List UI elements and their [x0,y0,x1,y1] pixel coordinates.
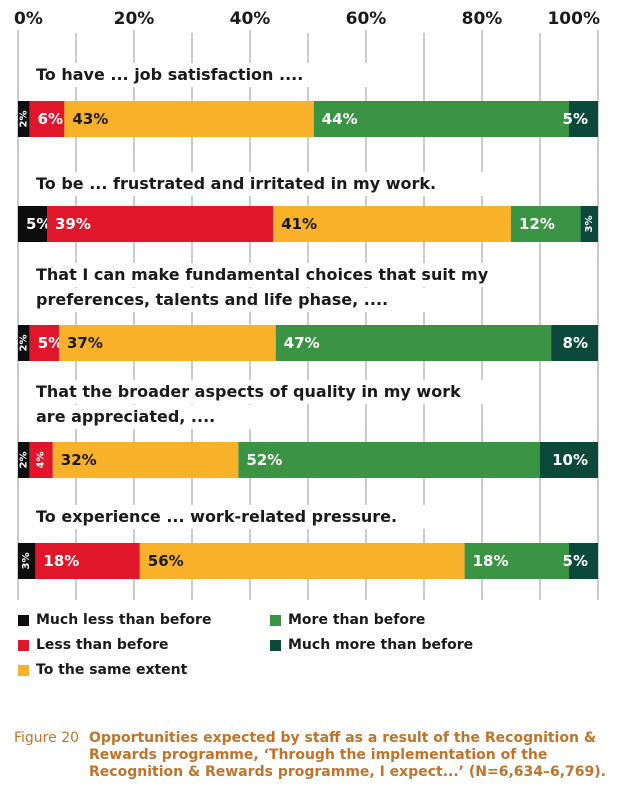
bar-data-label: 3% [21,553,32,570]
bar-segment [569,101,598,137]
bar-data-label: 47% [284,334,320,352]
legend-item-much-more: Much more than before [270,637,473,653]
question-label: To be ... frustrated and irritated in my… [36,174,436,193]
bar-segment [580,206,598,242]
question-label-background [28,172,514,196]
bar-segment [29,442,53,478]
bar-data-label: 52% [246,451,282,469]
x-tick-label: 60% [346,9,387,29]
question-labels: To have ... job satisfaction .... To be .… [28,63,534,529]
bar-segment [511,206,581,242]
legend-swatch-same [18,664,29,676]
bar-data-label: 5% [563,110,588,128]
bar-data-label: 5% [38,334,63,352]
bar-segment [275,325,552,361]
bar-data-label: 56% [148,552,184,570]
bar-segment [59,325,276,361]
bar-data-label: 8% [563,334,588,352]
bar-data-label: 39% [55,215,91,233]
bar-data-label: 2% [18,335,29,352]
question-label-background [28,263,534,287]
question-label-background [28,505,452,529]
x-tick-label: 0% [14,9,43,29]
bar-segment [551,325,598,361]
x-tick-label: 80% [462,9,503,29]
legend-swatch-much-less [18,614,29,626]
bar-segment [139,543,465,579]
bar-segment [464,543,569,579]
question-label-background [28,63,381,87]
bar-data-label: 18% [473,552,509,570]
bar-data-label: 43% [72,110,108,128]
bar-segment [29,325,60,361]
bar-data-label: 4% [36,452,47,469]
legend-item-much-less: Much less than before [18,612,211,628]
bar-segment [18,325,30,361]
bar-data-label: 41% [281,215,317,233]
figure-number: Figure 20 [14,730,80,746]
bar-data-label: 37% [67,334,103,352]
legend-item-same: To the same extent [18,662,187,678]
bar-segment [238,442,540,478]
legend-item-less: Less than before [18,637,169,653]
bar-segment [52,442,239,478]
bars: 2% 6% 43% 44% 5%5% 39% 41% 12% 3%2% 5% 37% 47% 8%2% 4… [18,101,598,579]
question-label: To have ... job satisfaction .... [36,65,303,84]
legend-label-much-less: Much less than before [36,612,212,628]
bar-data-label: 10% [552,451,588,469]
legend-swatch-more [270,614,281,626]
bar-segment [47,206,274,242]
bar-segment [35,543,140,579]
legend-swatch-much-more [270,639,281,651]
x-tick-label: 100% [547,9,600,29]
legend-label-less: Less than before [36,637,169,653]
legend-swatch-less [18,639,29,651]
question-label: To experience ... work-related pressure. [36,507,397,526]
bar-segment [540,442,598,478]
question-label: are appreciated, .... [36,407,215,426]
bar-data-label: 3% [584,216,595,233]
bar-data-label: 44% [322,110,358,128]
question-label: That the broader aspects of quality in m… [36,382,461,401]
bar-segment [569,543,598,579]
bar-segment [18,543,36,579]
figure-caption-text: Opportunities expected by staff as a res… [89,730,606,780]
bar-data-label: 5% [563,552,588,570]
bar-data-label: 18% [43,552,79,570]
legend-item-more: More than before [270,612,425,628]
question-label-background [28,405,259,429]
question-label-background [28,380,514,404]
bar-data-label: 2% [18,452,29,469]
x-tick-label: 20% [114,9,155,29]
legend-label-much-more: Much more than before [288,637,474,653]
bar-segment [18,101,30,137]
bar-segment [273,206,511,242]
question-label-background [28,288,463,312]
bar-data-label: 32% [61,451,97,469]
bar-segment [64,101,314,137]
stacked-bar-chart: 0% 20% 40% 60% 80% 100% To have ... job satis… [14,9,600,600]
figure-caption: Figure 20 Opportunities expected by staf… [14,730,614,781]
bar-data-label: 5% [26,215,51,233]
x-tick-label: 40% [230,9,271,29]
legend-label-same: To the same extent [36,662,188,678]
bar-segment [29,101,65,137]
question-label: That I can make fundamental choices that… [36,265,489,284]
legend-label-more: More than before [288,612,426,628]
bar-segment [313,101,569,137]
bar-data-label: 12% [519,215,555,233]
bar-segment [18,206,47,242]
bar-data-label: 6% [38,110,63,128]
x-axis-tick-labels: 0% 20% 40% 60% 80% 100% [14,9,600,29]
bar-segment [18,442,30,478]
question-label: preferences, talents and life phase, ...… [36,290,388,309]
bar-data-label: 2% [18,111,29,128]
